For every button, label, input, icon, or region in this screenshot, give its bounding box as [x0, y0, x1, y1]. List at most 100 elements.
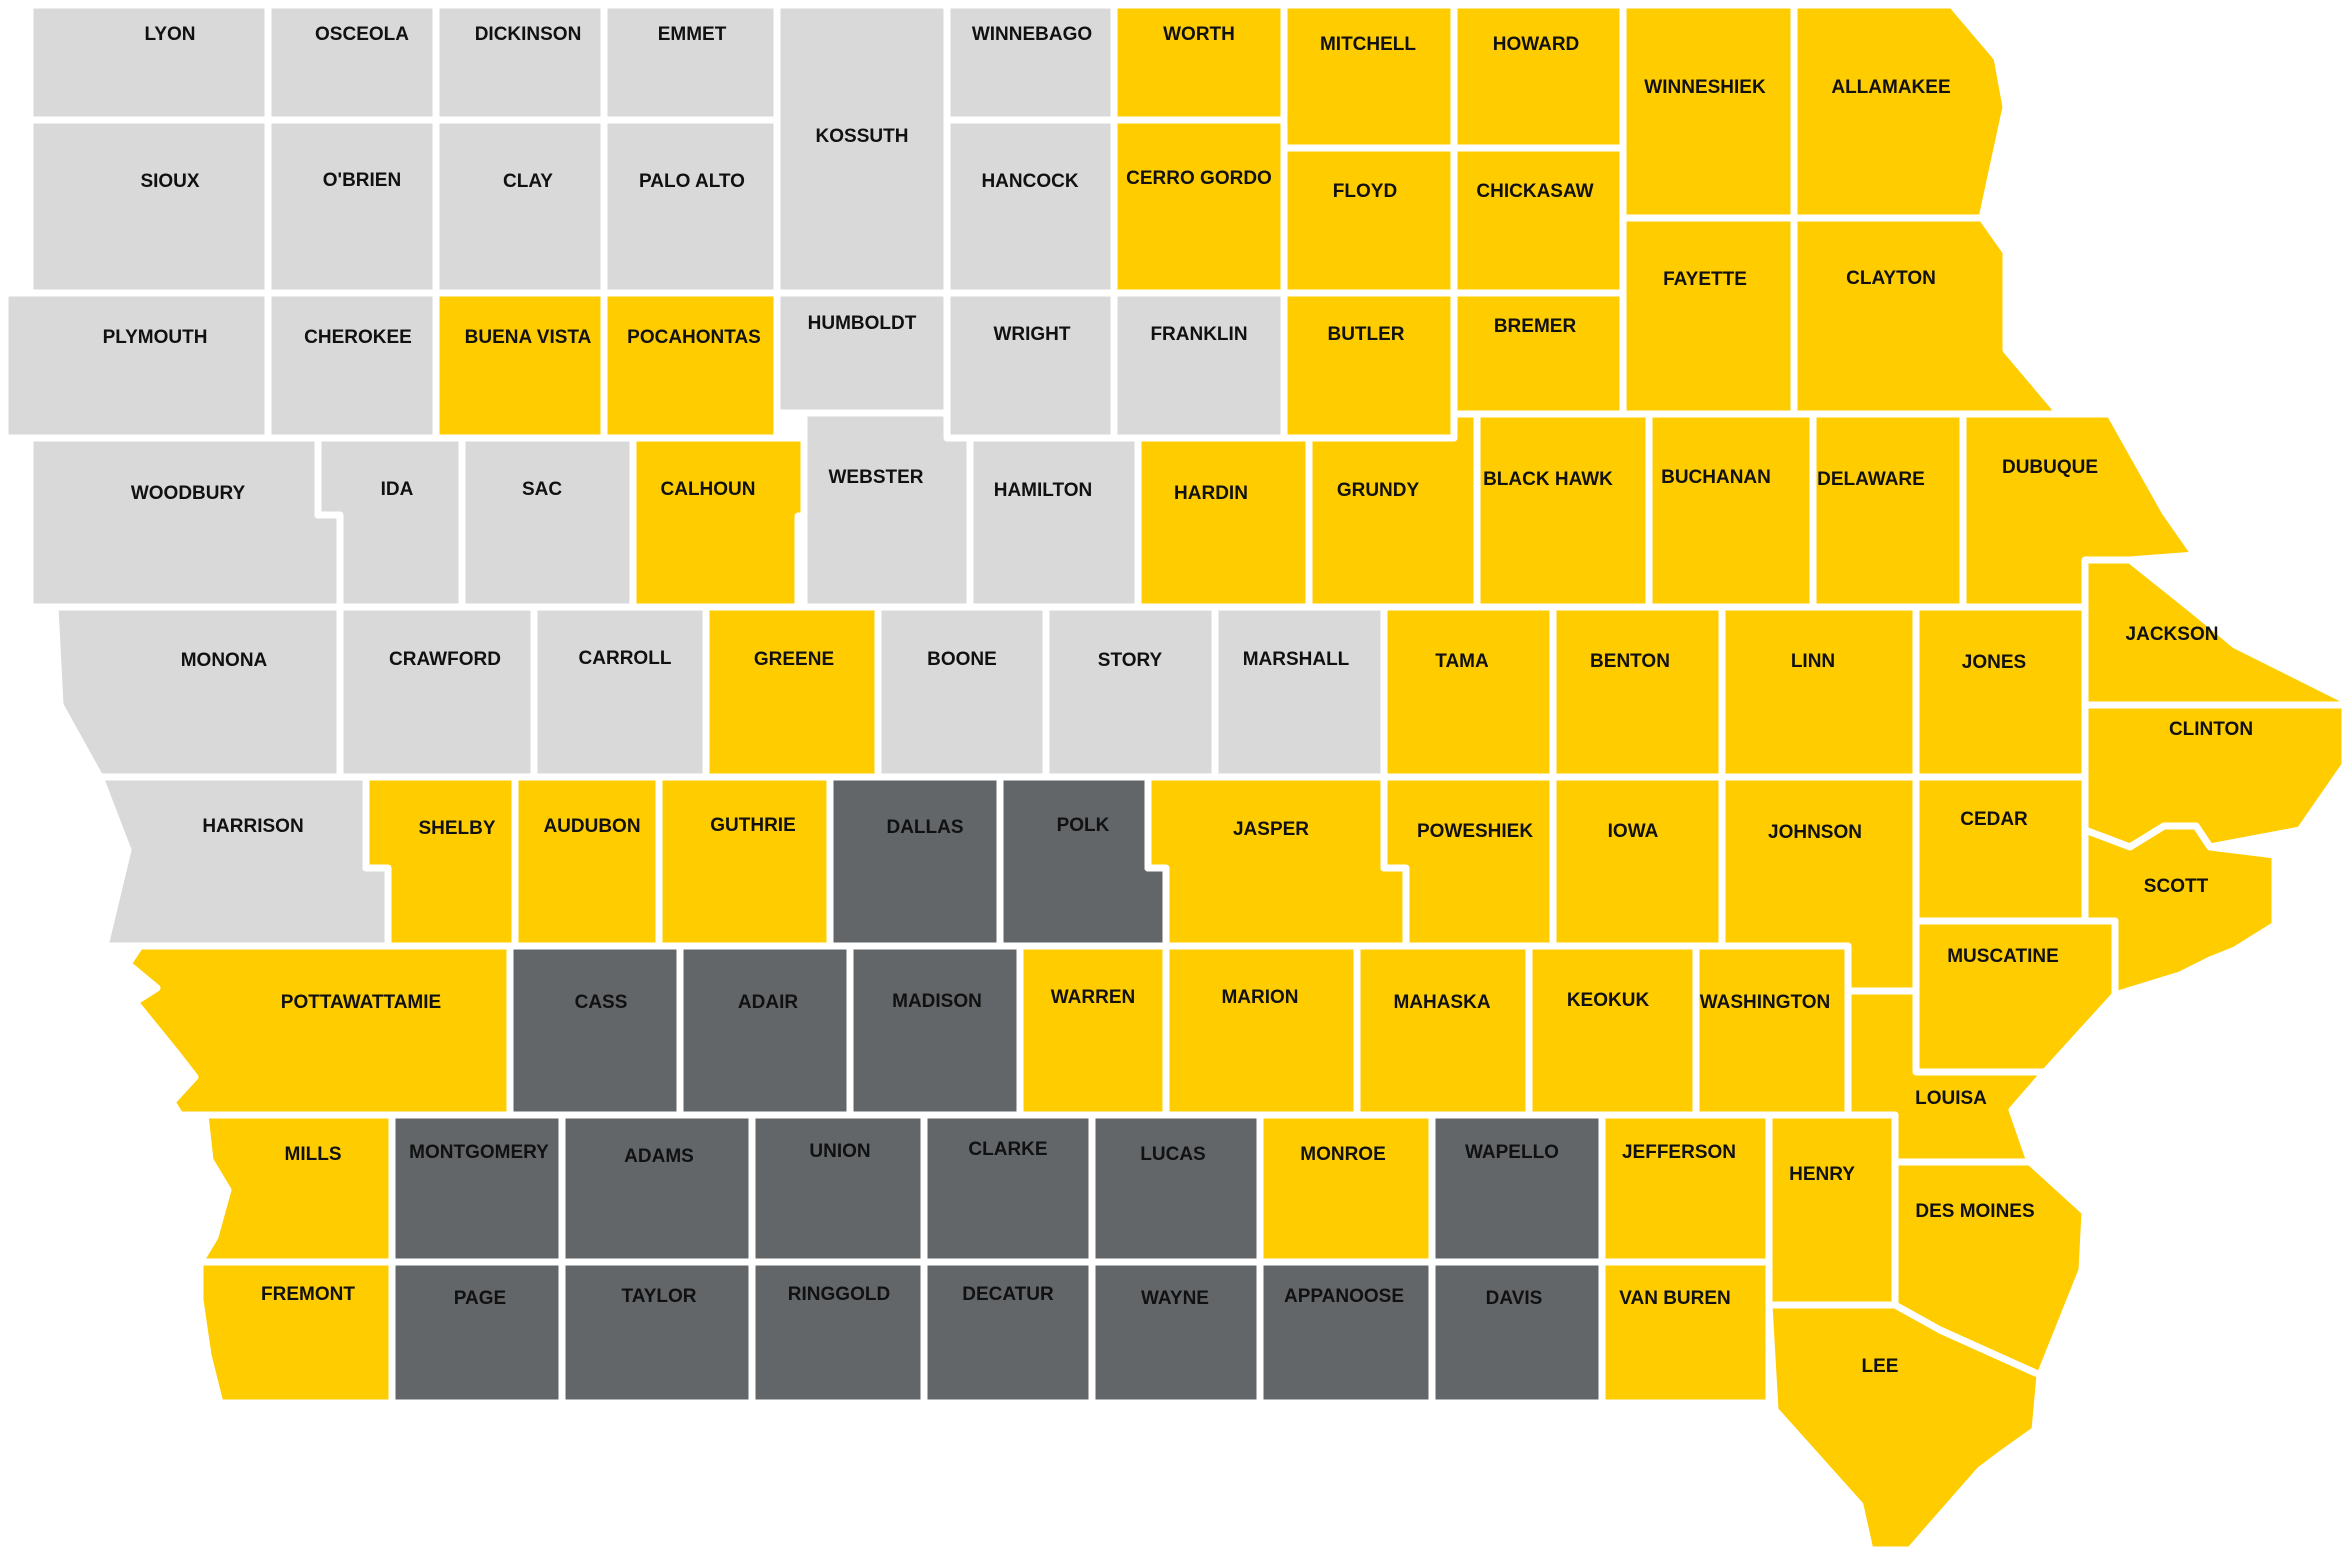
county-label-allamakee: ALLAMAKEE: [1831, 77, 1950, 98]
county-shape-worth: [1110, 1, 1288, 124]
county-label-marion: MARION: [1221, 987, 1298, 1008]
county-label-worth: WORTH: [1163, 24, 1235, 45]
county-label-cerro-gordo: CERRO GORDO: [1126, 168, 1272, 189]
county-shape-monroe: [1256, 1111, 1436, 1266]
county-shape-dickinson: [432, 1, 608, 124]
county-shape-black-hawk: [1450, 410, 1653, 611]
county-label-appanoose: APPANOOSE: [1284, 1286, 1404, 1307]
county-shape-buena-vista: [432, 289, 608, 442]
county-label-hancock: HANCOCK: [981, 171, 1078, 192]
county-label-kossuth: KOSSUTH: [816, 126, 909, 147]
county-shape-sioux: [26, 116, 272, 297]
county-label-story: STORY: [1098, 650, 1163, 671]
county-shape-dubuque: [1959, 410, 2199, 611]
county-shape-keokuk: [1525, 942, 1700, 1119]
county-shape-jasper: [1144, 773, 1410, 950]
county-shape-greene: [702, 603, 882, 781]
county-shape-story: [1042, 603, 1219, 781]
county-label-muscatine: MUSCATINE: [1947, 946, 2059, 967]
county-label-sac: SAC: [522, 479, 562, 500]
county-shape-allamakee: [1790, 1, 2010, 222]
county-label-monroe: MONROE: [1300, 1144, 1386, 1165]
county-shape-calhoun: [629, 434, 808, 611]
county-label-grundy: GRUNDY: [1337, 480, 1420, 501]
county-label-ringgold: RINGGOLD: [788, 1284, 890, 1305]
county-shape-cedar: [1912, 773, 2089, 925]
county-shape-butler: [1280, 289, 1458, 442]
county-shape-chickasaw: [1450, 144, 1627, 297]
county-label-washington: WASHINGTON: [1700, 992, 1831, 1013]
county-shape-page: [388, 1258, 566, 1407]
county-shape-woodbury: [26, 434, 344, 611]
county-label-woodbury: WOODBURY: [131, 483, 246, 504]
county-label-linn: LINN: [1791, 651, 1835, 672]
county-label-humboldt: HUMBOLDT: [808, 313, 917, 334]
county-label-taylor: TAYLOR: [622, 1286, 697, 1307]
county-shape-poweshiek: [1380, 773, 1557, 950]
county-label-shelby: SHELBY: [418, 818, 495, 839]
county-label-delaware: DELAWARE: [1817, 469, 1925, 490]
county-shape-marion: [1162, 942, 1361, 1119]
county-shape-boone: [874, 603, 1050, 781]
county-label-adams: ADAMS: [624, 1146, 694, 1167]
county-shape-hancock: [943, 116, 1118, 297]
county-shape-marshall: [1211, 603, 1388, 781]
county-label-cedar: CEDAR: [1960, 809, 2028, 830]
county-label-pottawattamie: POTTAWATTAMIE: [281, 992, 441, 1013]
county-label-lucas: LUCAS: [1140, 1144, 1205, 1165]
county-shape-jefferson: [1598, 1111, 1773, 1266]
county-label-clinton: CLINTON: [2169, 719, 2253, 740]
county-shape-kossuth: [773, 1, 951, 297]
county-label-palo-alto: PALO ALTO: [639, 171, 745, 192]
county-shape-mahaska: [1353, 942, 1533, 1119]
county-shape-polk: [996, 773, 1170, 950]
county-shape-harrison: [96, 773, 392, 950]
county-label-howard: HOWARD: [1493, 34, 1580, 55]
county-label-johnson: JOHNSON: [1768, 822, 1862, 843]
county-label-boone: BOONE: [927, 649, 997, 670]
county-label-carroll: CARROLL: [579, 648, 672, 669]
county-shape-muscatine: [1912, 917, 2119, 1076]
county-shape-lee: [1765, 1301, 2044, 1554]
county-label-hamilton: HAMILTON: [994, 480, 1093, 501]
county-label-marshall: MARSHALL: [1243, 649, 1350, 670]
county-label-decatur: DECATUR: [962, 1284, 1054, 1305]
county-label-audubon: AUDUBON: [543, 816, 640, 837]
county-label-jasper: JASPER: [1233, 819, 1309, 840]
county-label-page: PAGE: [454, 1288, 506, 1309]
county-label-henry: HENRY: [1789, 1164, 1855, 1185]
county-shape-pocahontas: [600, 289, 781, 442]
county-label-davis: DAVIS: [1486, 1288, 1543, 1309]
county-label-wayne: WAYNE: [1141, 1288, 1209, 1309]
county-label-dallas: DALLAS: [886, 817, 963, 838]
county-shape-lyon: [26, 1, 272, 124]
county-shape-guthrie: [655, 773, 834, 950]
county-label-harrison: HARRISON: [202, 816, 303, 837]
county-label-sioux: SIOUX: [140, 171, 199, 192]
county-label-tama: TAMA: [1435, 651, 1489, 672]
county-shape-shelby: [362, 773, 519, 950]
county-shape-hardin: [1134, 434, 1313, 611]
county-label-webster: WEBSTER: [829, 467, 924, 488]
county-label-franklin: FRANKLIN: [1150, 324, 1247, 345]
county-shape-fayette: [1619, 214, 1798, 418]
county-label-dubuque: DUBUQUE: [2002, 457, 2098, 478]
county-label-keokuk: KEOKUK: [1567, 990, 1650, 1011]
county-label-winnebago: WINNEBAGO: [972, 24, 1092, 45]
county-label-buchanan: BUCHANAN: [1661, 467, 1771, 488]
county-shape-cass: [506, 942, 684, 1119]
county-shape-crawford: [336, 603, 538, 781]
county-label-butler: BUTLER: [1327, 324, 1404, 345]
county-shape-bremer: [1450, 289, 1627, 418]
county-label-bremer: BREMER: [1494, 316, 1577, 337]
county-label-calhoun: CALHOUN: [661, 479, 756, 500]
county-shape-warren: [1016, 942, 1170, 1119]
county-shape-dallas: [826, 773, 1004, 950]
county-label-plymouth: PLYMOUTH: [103, 327, 208, 348]
county-label-cherokee: CHEROKEE: [304, 327, 412, 348]
county-shape-henry: [1765, 1111, 1899, 1309]
county-shape-montgomery: [388, 1111, 566, 1266]
county-label-clarke: CLARKE: [968, 1139, 1047, 1160]
county-label-polk: POLK: [1057, 815, 1110, 836]
county-shape-plymouth: [1, 289, 272, 442]
